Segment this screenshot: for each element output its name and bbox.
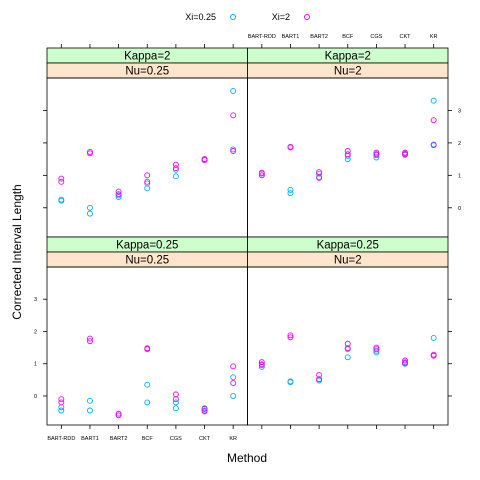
x-tick-label: BART-RDD bbox=[47, 436, 75, 442]
data-point bbox=[145, 173, 150, 178]
strip-kappa-label: Kappa=0.25 bbox=[116, 240, 178, 252]
data-point bbox=[87, 211, 92, 216]
strip-nu-label: Nu=2 bbox=[334, 66, 362, 78]
data-point bbox=[87, 398, 92, 403]
data-point bbox=[231, 88, 236, 93]
x-tick-label: CGS bbox=[170, 436, 182, 442]
y-tick-label: 1 bbox=[34, 362, 37, 368]
data-point bbox=[59, 179, 64, 184]
strip-nu-label: Nu=0.25 bbox=[125, 66, 169, 78]
y-tick-label: 2 bbox=[458, 141, 461, 147]
x-tick-label: BART1 bbox=[282, 34, 300, 40]
data-point bbox=[145, 186, 150, 191]
data-point bbox=[173, 392, 178, 397]
x-tick-label: CGS bbox=[370, 34, 382, 40]
panel-3: Kappa=0.25 Nu=0.25 bbox=[47, 237, 248, 425]
x-tick-label: BART-RDD bbox=[248, 34, 276, 40]
panel-4: Kappa=0.25 Nu=2 bbox=[248, 237, 449, 425]
y-axis-title: Corrected Interval Length bbox=[10, 184, 24, 319]
strip-kappa-label: Kappa=0.25 bbox=[317, 240, 379, 252]
strip-nu-label: Nu=0.25 bbox=[125, 255, 169, 267]
x-tick-label: BCF bbox=[342, 34, 354, 40]
x-tick-label: BART2 bbox=[310, 34, 328, 40]
data-point bbox=[59, 408, 64, 413]
x-tick-label: KR bbox=[229, 436, 237, 442]
panel-1: Kappa=2 Nu=0.25 bbox=[47, 48, 248, 237]
x-axis-title: Method bbox=[227, 451, 267, 465]
strip-nu-label: Nu=2 bbox=[334, 255, 362, 267]
y-tick-label: 0 bbox=[458, 206, 461, 212]
legend-label-xi-025: Xi=0.25 bbox=[185, 12, 216, 22]
data-point bbox=[173, 174, 178, 179]
data-point bbox=[431, 335, 436, 340]
data-point bbox=[231, 375, 236, 380]
x-tick-label: KR bbox=[430, 34, 438, 40]
legend-label-xi-2: Xi=2 bbox=[272, 12, 290, 22]
data-point bbox=[87, 408, 92, 413]
x-tick-label: CKT bbox=[199, 436, 211, 442]
data-point bbox=[173, 397, 178, 402]
panel-frame bbox=[248, 78, 449, 237]
data-point bbox=[345, 355, 350, 360]
data-point bbox=[288, 191, 293, 196]
data-point bbox=[231, 381, 236, 386]
data-point bbox=[231, 113, 236, 118]
data-point bbox=[431, 118, 436, 123]
data-point bbox=[231, 393, 236, 398]
panel-2: Kappa=2 Nu=2 bbox=[248, 48, 449, 237]
y-tick-label: 1 bbox=[458, 173, 461, 179]
y-tick-label: 0 bbox=[34, 394, 37, 400]
data-point bbox=[231, 364, 236, 369]
strip-kappa-label: Kappa=2 bbox=[124, 51, 170, 63]
strip-kappa-label: Kappa=2 bbox=[325, 51, 371, 63]
x-tick-label: BART1 bbox=[81, 436, 99, 442]
legend: Xi=0.25 Xi=2 bbox=[185, 12, 309, 22]
data-point bbox=[145, 382, 150, 387]
x-tick-label: CKT bbox=[400, 34, 412, 40]
legend-symbol-xi-025 bbox=[231, 15, 236, 20]
data-point bbox=[87, 205, 92, 210]
data-point bbox=[173, 406, 178, 411]
data-point bbox=[59, 400, 64, 405]
x-tick-label: BCF bbox=[142, 436, 154, 442]
y-tick-label: 3 bbox=[34, 297, 37, 303]
y-tick-label: 2 bbox=[34, 329, 37, 335]
data-point bbox=[145, 400, 150, 405]
panels-layer: Kappa=2 Nu=0.25 Kappa=2 Nu=2 Kappa=0.25 Nu=0.… bbox=[34, 34, 461, 442]
x-tick-label: BART2 bbox=[110, 436, 128, 442]
legend-symbol-xi-2 bbox=[305, 15, 310, 20]
panel-frame bbox=[47, 78, 248, 237]
data-point bbox=[431, 98, 436, 103]
y-tick-label: 3 bbox=[458, 108, 461, 114]
